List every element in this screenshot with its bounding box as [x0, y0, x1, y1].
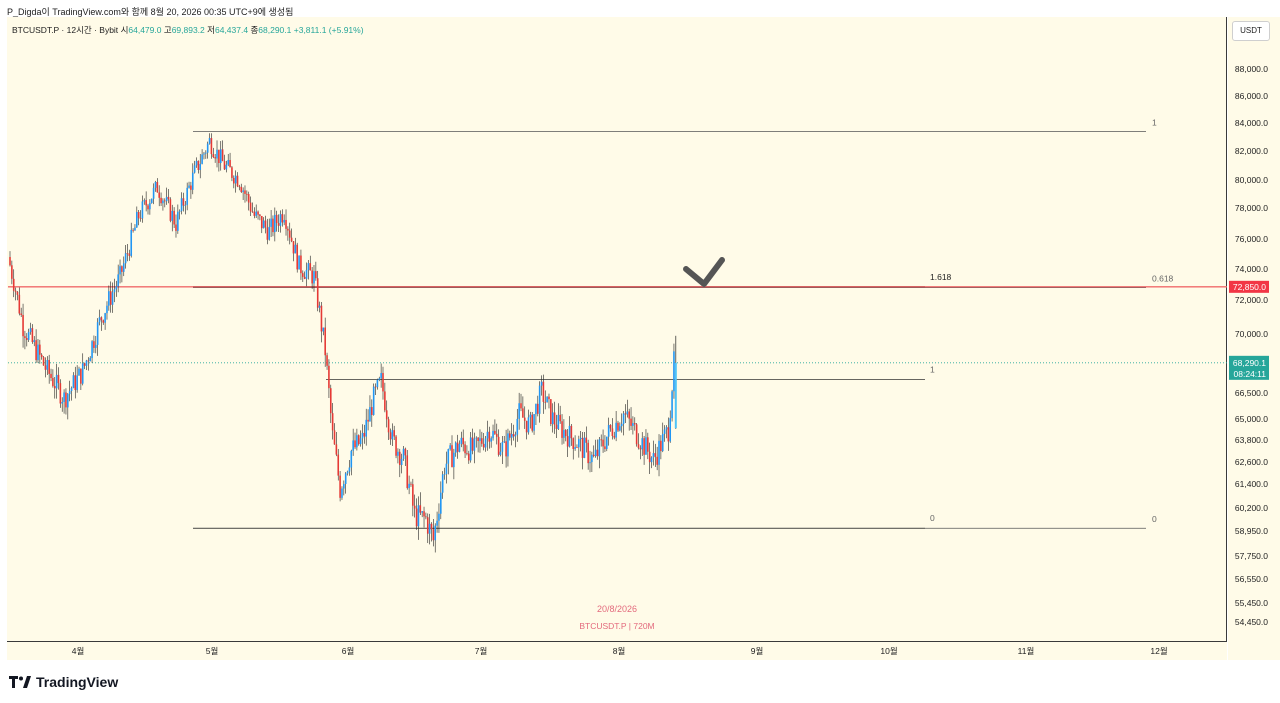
legend-open: 64,479.0: [128, 25, 162, 35]
legend-close: 68,290.1: [258, 25, 292, 35]
price-axis[interactable]: [1228, 17, 1280, 642]
legend-open-label: 시: [120, 25, 129, 35]
legend-high: 69,893.2: [171, 25, 205, 35]
time-axis[interactable]: [7, 642, 1227, 660]
symbol-legend: BTCUSDT.P · 12시간 · Bybit 시64,479.0 고69,8…: [12, 24, 364, 36]
currency-selector[interactable]: USDT: [1232, 21, 1270, 41]
brand-name: TradingView: [36, 674, 119, 690]
legend-low: 64,437.4: [214, 25, 249, 35]
chart-area[interactable]: [7, 17, 1227, 642]
legend-symbol: BTCUSDT.P · 12시간 · Bybit: [12, 25, 119, 35]
legend-change: +3,811.1 (+5.91%): [293, 25, 364, 35]
axis-corner: [1228, 642, 1280, 660]
legend-high-label: 고: [163, 25, 172, 35]
legend-close-label: 종: [250, 25, 259, 35]
tradingview-logo-icon: [9, 676, 31, 688]
chart-caption: P_Digda이 TradingView.com와 함께 8월 20, 2026…: [7, 7, 294, 17]
tradingview-brand[interactable]: TradingView: [9, 674, 118, 690]
legend-low-label: 저: [207, 25, 215, 35]
